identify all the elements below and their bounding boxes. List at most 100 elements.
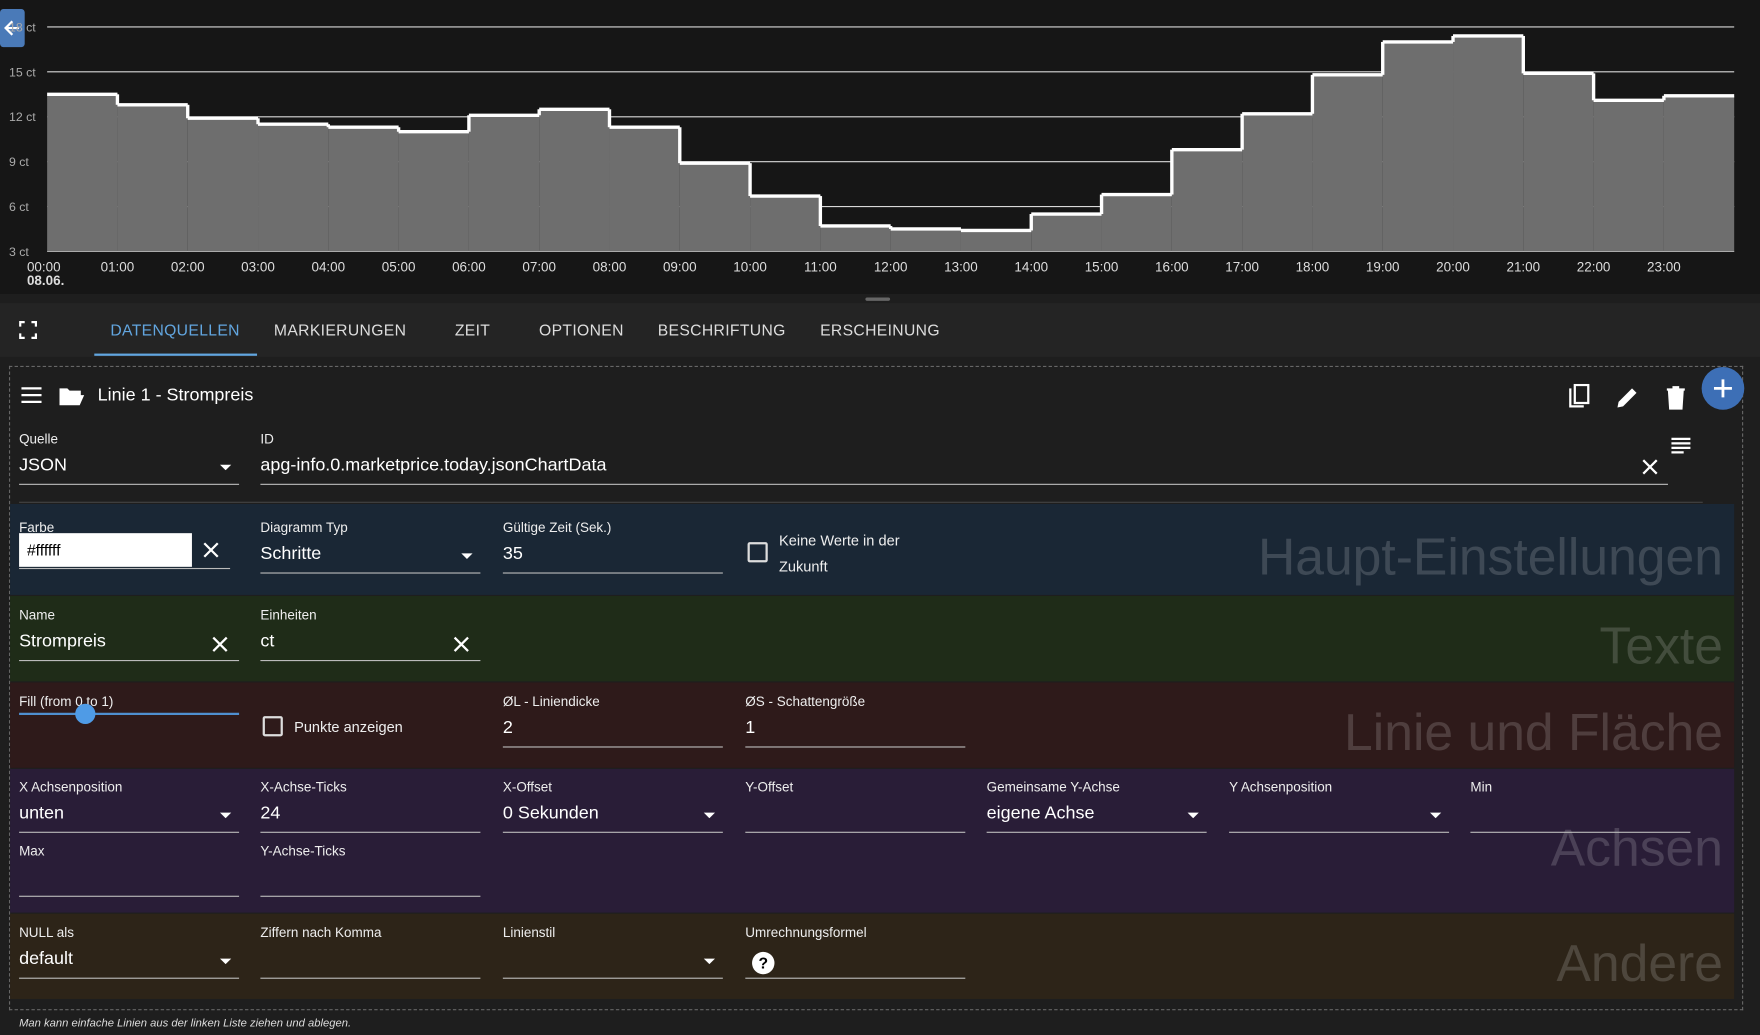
field-label: Fill (from 0 to 1) bbox=[19, 693, 114, 710]
y-tick-label: 15 ct bbox=[9, 65, 36, 79]
field-underline bbox=[19, 895, 240, 897]
x-tick-label: 11:00 bbox=[804, 260, 837, 275]
edit-icon[interactable] bbox=[1615, 385, 1640, 410]
x-tick-label: 05:00 bbox=[382, 260, 416, 275]
editor-frame bbox=[8, 365, 1744, 1011]
field-value[interactable]: 2 bbox=[502, 718, 513, 738]
field-label: X-Achse-Ticks bbox=[260, 778, 347, 795]
area-step bbox=[1663, 95, 1735, 252]
field-value[interactable]: apg-info.0.marketprice.today.jsonChartDa… bbox=[260, 455, 607, 475]
area-step bbox=[609, 127, 680, 252]
list-icon[interactable] bbox=[1671, 437, 1691, 455]
area-step bbox=[1171, 149, 1243, 252]
drag-handle[interactable] bbox=[865, 297, 891, 301]
help-icon[interactable]: ? bbox=[751, 951, 776, 976]
field-value[interactable]: eigene Achse bbox=[986, 803, 1095, 823]
copy-icon[interactable] bbox=[1567, 383, 1592, 411]
tab[interactable]: OPTIONEN bbox=[539, 321, 624, 339]
tab[interactable]: ZEIT bbox=[454, 321, 491, 339]
dropdown-arrow[interactable] bbox=[219, 957, 232, 965]
area-step bbox=[1031, 214, 1102, 252]
field-value[interactable]: unten bbox=[19, 803, 65, 823]
field-value[interactable]: Strompreis bbox=[19, 631, 106, 652]
x-tick-label: 10:00 bbox=[733, 260, 767, 275]
dropdown-arrow[interactable] bbox=[1429, 812, 1442, 819]
field-underline bbox=[19, 483, 240, 485]
area-step bbox=[1101, 194, 1172, 252]
clear-icon[interactable] bbox=[1641, 458, 1659, 476]
field-underline bbox=[1229, 831, 1450, 833]
x-tick-label: 12:00 bbox=[874, 260, 908, 275]
active-tab-indicator bbox=[94, 353, 258, 356]
field-underline bbox=[260, 977, 481, 979]
section-bg bbox=[10, 768, 1735, 913]
checkbox[interactable] bbox=[747, 542, 768, 563]
area-step bbox=[258, 124, 329, 252]
tab[interactable]: BESCHRIFTUNG bbox=[657, 321, 786, 339]
menu-icon[interactable] bbox=[21, 386, 43, 404]
field-value[interactable]: 0 Sekunden bbox=[502, 803, 599, 823]
dropdown-arrow[interactable] bbox=[703, 957, 716, 965]
dropdown-arrow[interactable] bbox=[219, 812, 232, 819]
field-value[interactable]: 24 bbox=[260, 803, 281, 823]
field-underline bbox=[19, 660, 240, 662]
x-tick-label: 07:00 bbox=[522, 260, 556, 275]
x-tick-label: 09:00 bbox=[663, 260, 697, 275]
field-label: Y-Offset bbox=[745, 778, 794, 795]
tab[interactable]: DATENQUELLEN bbox=[110, 321, 240, 339]
area-step bbox=[960, 230, 1032, 252]
x-tick-label: 19:00 bbox=[1366, 260, 1400, 275]
field-value[interactable]: ct bbox=[260, 631, 275, 652]
fullscreen-icon[interactable] bbox=[19, 321, 38, 339]
area-step bbox=[187, 118, 259, 252]
clear-icon[interactable] bbox=[211, 635, 229, 653]
checkbox-label: Keine Werte in der Zukunft bbox=[778, 532, 900, 575]
clear-icon[interactable] bbox=[202, 541, 220, 559]
field-value[interactable]: 35 bbox=[502, 544, 523, 564]
area-step bbox=[117, 104, 188, 252]
y-tick-label: 12 ct bbox=[9, 110, 36, 124]
field-label: Y Achsenposition bbox=[1229, 778, 1333, 795]
dropdown-arrow[interactable] bbox=[1186, 812, 1199, 819]
clear-icon[interactable] bbox=[452, 635, 470, 653]
field-value[interactable]: default bbox=[19, 949, 74, 969]
area-step bbox=[1523, 73, 1594, 252]
field-underline bbox=[745, 831, 966, 833]
field-value[interactable]: #ffffff bbox=[26, 541, 61, 559]
slider-track bbox=[19, 712, 240, 716]
field-label: X Achsenposition bbox=[19, 778, 123, 795]
delete-icon[interactable] bbox=[1666, 385, 1686, 410]
field-label: Ziffern nach Komma bbox=[260, 924, 382, 941]
field-underline bbox=[260, 483, 1668, 485]
field-underline bbox=[745, 746, 966, 748]
field-label: Gemeinsame Y-Achse bbox=[986, 778, 1120, 795]
area-step bbox=[47, 94, 118, 252]
tab-bar bbox=[0, 303, 1760, 357]
field-underline bbox=[260, 572, 481, 574]
folder-icon[interactable] bbox=[58, 386, 85, 406]
field-value[interactable]: 1 bbox=[745, 718, 756, 738]
slider-knob[interactable] bbox=[74, 703, 96, 724]
chart: 3 ct 6 ct 9 ct 12 ct 15 ct 18 ct 00:00 01:00 02:… bbox=[0, 0, 1760, 295]
checkbox[interactable] bbox=[262, 716, 283, 737]
tab[interactable]: ERSCHEINUNG bbox=[820, 321, 940, 339]
tab[interactable]: MARKIERUNGEN bbox=[273, 321, 407, 339]
section-title: Andere bbox=[1556, 933, 1723, 993]
field-value[interactable]: JSON bbox=[19, 455, 67, 475]
field-label: Gültige Zeit (Sek.) bbox=[502, 519, 612, 536]
dropdown-arrow[interactable] bbox=[219, 464, 232, 471]
field-label: Farbe bbox=[19, 519, 55, 536]
field-label: ØS - Schattengröße bbox=[745, 693, 866, 710]
area-step bbox=[1453, 35, 1524, 252]
field-value[interactable]: Schritte bbox=[260, 544, 322, 564]
dropdown-arrow[interactable] bbox=[460, 552, 473, 559]
add-button[interactable] bbox=[1701, 366, 1746, 411]
dropdown-arrow[interactable] bbox=[703, 812, 716, 819]
x-tick-label: 00:00 bbox=[27, 260, 61, 275]
field-label: ID bbox=[260, 431, 274, 447]
field-underline bbox=[502, 977, 723, 979]
x-tick-label: 02:00 bbox=[171, 260, 205, 275]
field-label: Diagramm Typ bbox=[260, 519, 348, 536]
